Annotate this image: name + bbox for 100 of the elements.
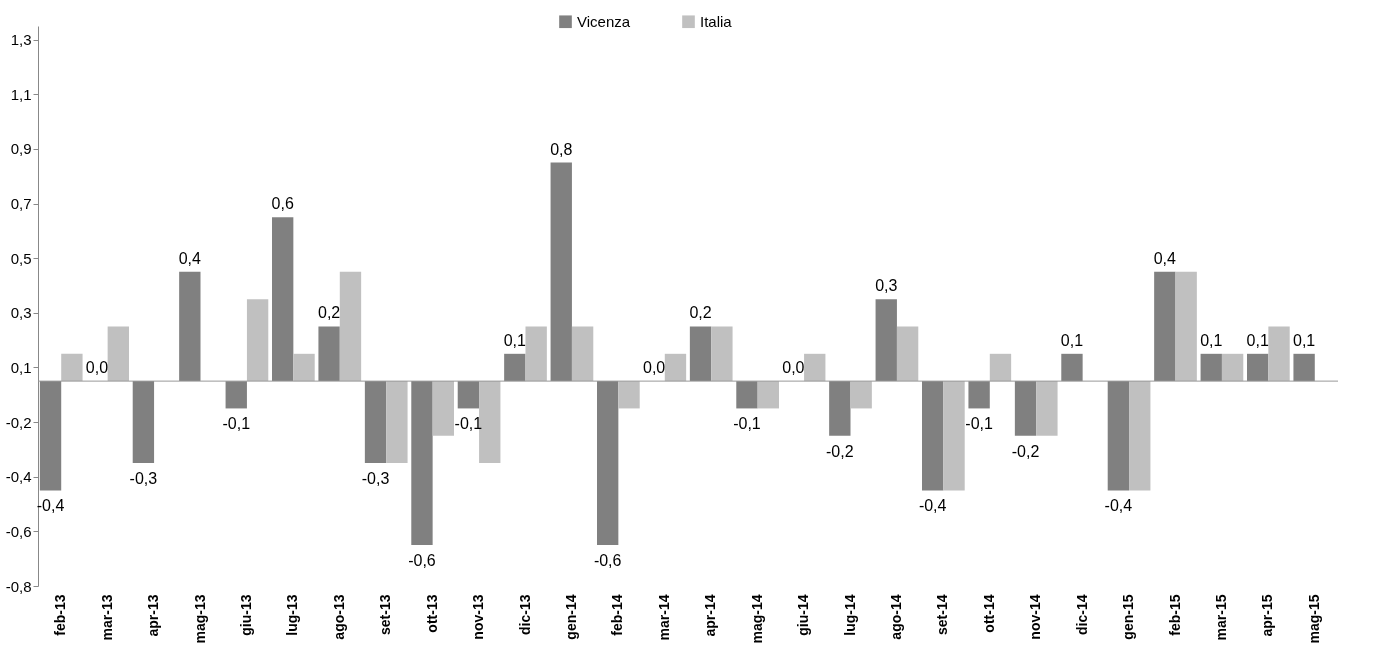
x-tick-label: dic-14 [1073,594,1090,635]
y-tick-label: -0,4 [5,468,32,486]
bar [457,381,480,409]
x-tick-label: feb-15 [1166,594,1183,636]
bar [896,326,919,382]
legend-label: Vicenza [577,12,631,30]
bar [943,381,965,491]
data-label: -0,2 [1011,442,1040,460]
y-tick-label: -0,6 [5,522,32,540]
bar [525,326,547,382]
bar [736,381,758,409]
data-label: -0,1 [454,415,483,433]
data-label: -0,6 [593,552,622,570]
bar [829,381,851,436]
bar [364,381,387,464]
bar [571,326,594,382]
data-label: -0,3 [129,470,158,488]
y-tick-label: 0,1 [10,358,32,376]
y-tick-label: -0,8 [5,577,32,595]
bar [1154,271,1176,382]
bar [875,299,897,382]
bar [664,353,687,382]
bar [246,299,269,382]
bar [689,326,712,382]
data-label: 0,3 [875,277,898,295]
bar [1014,381,1037,436]
bar [989,353,1012,382]
x-tick-label: giu-13 [237,594,254,636]
legend-label: Italia [700,12,733,30]
x-tick-label: set-13 [377,594,394,635]
data-label: -0,4 [36,497,65,515]
bar [850,381,872,409]
x-tick-label: lug-14 [841,594,858,636]
y-tick-label: 1,1 [10,85,32,103]
bar [597,381,619,546]
data-label: -0,4 [918,497,947,515]
x-tick-label: mar-14 [655,594,672,641]
x-tick-label: mag-14 [748,594,765,644]
data-label: 0,2 [689,304,712,322]
y-tick-label: 0,9 [10,140,32,158]
x-tick-label: lug-13 [284,594,301,636]
x-tick-label: dic-13 [516,594,533,635]
y-tick-label: 0,5 [10,249,32,267]
bar [1247,353,1269,382]
data-label: -0,4 [1104,497,1133,515]
bar [1200,353,1222,382]
bar [179,271,201,382]
bar [107,326,129,382]
data-label: -0,1 [733,415,761,433]
x-tick-label: nov-13 [470,594,487,640]
bar [1107,381,1130,491]
data-label: 0,1 [503,331,527,349]
data-label: 0,1 [1060,331,1084,349]
data-label: 0,0 [782,359,805,377]
bar [293,353,315,382]
y-tick-label: 1,3 [10,31,32,49]
bar [550,162,572,382]
y-tick-label: 0,3 [10,304,32,322]
bar [711,326,733,382]
data-label: 0,1 [1292,331,1316,349]
y-tick-label: -0,2 [5,413,32,431]
data-label: -0,3 [361,470,390,488]
bar [1175,271,1197,382]
bar [1221,353,1244,382]
bar [804,353,826,382]
bar [339,271,362,382]
x-tick-label: apr-13 [145,594,162,637]
data-label: 0,8 [550,140,573,158]
x-tick-label: ago-14 [887,594,904,640]
x-tick-label: mar-15 [1212,594,1229,641]
bar [386,381,408,464]
x-tick-label: apr-14 [702,594,719,637]
bar [225,381,247,409]
x-tick-label: giu-14 [795,594,812,636]
data-label: 0,0 [642,359,666,377]
bar [411,381,433,546]
data-label: 0,6 [271,195,294,213]
bar [618,381,640,409]
data-label: -0,2 [826,442,854,460]
data-label: 0,4 [1153,249,1177,267]
bar [1036,381,1058,436]
data-label: -0,6 [408,552,436,570]
data-label: 0,1 [1246,331,1269,349]
data-label: 0,2 [317,304,341,322]
bar [318,326,340,382]
bar [61,353,83,382]
bar [1061,353,1083,382]
bar [1268,326,1290,382]
x-tick-label: gen-15 [1120,594,1137,640]
bar [504,353,526,382]
bar [968,381,990,409]
x-tick-label: ott-14 [980,594,997,633]
x-tick-label: mar-13 [98,594,115,641]
data-label: 0,0 [85,359,109,377]
y-tick-label: 0,7 [10,195,32,213]
x-tick-label: gen-14 [562,594,579,640]
x-tick-label: feb-13 [52,594,69,636]
x-tick-label: ott-13 [423,594,440,633]
x-tick-label: mag-13 [191,594,208,644]
data-label: -0,1 [222,415,251,433]
